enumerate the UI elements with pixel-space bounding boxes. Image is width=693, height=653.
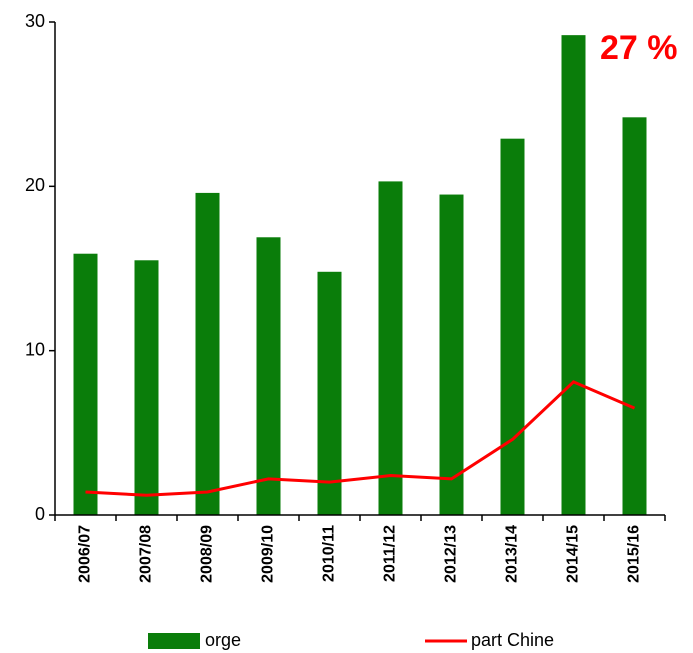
y-tick-label: 0 xyxy=(35,504,45,524)
x-tick-label: 2015/16 xyxy=(626,525,643,583)
x-tick-label: 2009/10 xyxy=(260,525,277,583)
y-tick-label: 30 xyxy=(25,11,45,31)
bar xyxy=(73,253,98,515)
bar xyxy=(378,181,403,516)
bar xyxy=(561,35,586,515)
legend-label: part Chine xyxy=(471,630,554,650)
bar xyxy=(500,138,525,515)
y-tick-label: 20 xyxy=(25,175,45,195)
x-tick-label: 2014/15 xyxy=(565,525,582,583)
x-tick-label: 2006/07 xyxy=(77,525,94,583)
x-tick-label: 2010/11 xyxy=(321,525,338,582)
x-tick-label: 2011/12 xyxy=(382,525,399,582)
legend-swatch xyxy=(148,633,200,649)
bar xyxy=(439,194,464,516)
line xyxy=(85,380,636,497)
bar xyxy=(622,117,647,516)
x-tick-label: 2007/08 xyxy=(138,525,155,583)
legend-label: orge xyxy=(205,630,241,650)
x-tick-label: 2008/09 xyxy=(199,525,216,583)
annotation: 27 % xyxy=(600,29,678,67)
bar xyxy=(134,260,159,515)
bar xyxy=(317,271,342,515)
bar xyxy=(195,192,220,515)
y-tick-label: 10 xyxy=(25,339,45,359)
x-tick-label: 2012/13 xyxy=(443,525,460,583)
x-tick-label: 2013/14 xyxy=(504,525,521,583)
bar xyxy=(256,237,281,515)
